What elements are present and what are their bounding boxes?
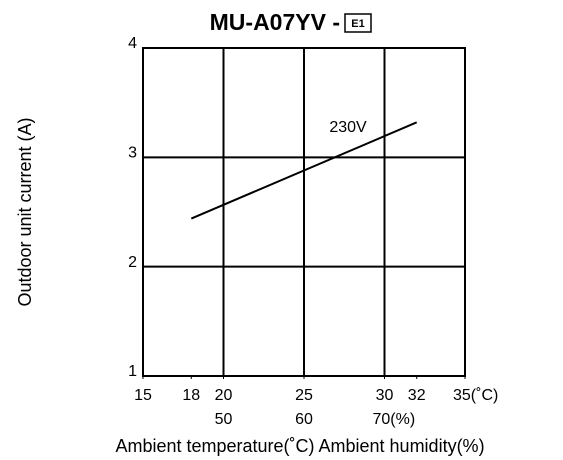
x-tick-label: 60 bbox=[295, 411, 313, 428]
x-tick-label: 15 bbox=[134, 387, 152, 404]
y-axis-label: Outdoor unit current (A) bbox=[15, 117, 35, 306]
title-badge: E1 bbox=[351, 18, 364, 30]
title-badge-box bbox=[344, 13, 372, 33]
x-tick-label: 70(%) bbox=[373, 411, 416, 428]
x-tick-label: 35(˚C) bbox=[453, 387, 498, 404]
y-tick-label: 4 bbox=[128, 35, 137, 52]
x-axis-label: Ambient temperature(˚C) Ambient humidity… bbox=[115, 436, 484, 456]
series-label: 230V bbox=[329, 119, 367, 136]
series-line bbox=[190, 121, 418, 220]
x-tick-label: 50 bbox=[215, 411, 233, 428]
y-tick-label: 3 bbox=[128, 145, 137, 162]
x-tick-label: 25 bbox=[295, 387, 313, 404]
y-tick-label: 1 bbox=[128, 363, 137, 380]
y-tick-label: 2 bbox=[128, 254, 137, 271]
x-tick-label: 32 bbox=[408, 387, 426, 404]
chart-title: MU-A07YV - bbox=[210, 9, 340, 35]
x-tick-label: 30 bbox=[376, 387, 394, 404]
x-tick-label: 18 bbox=[182, 387, 200, 404]
x-tick-label: 20 bbox=[215, 387, 233, 404]
